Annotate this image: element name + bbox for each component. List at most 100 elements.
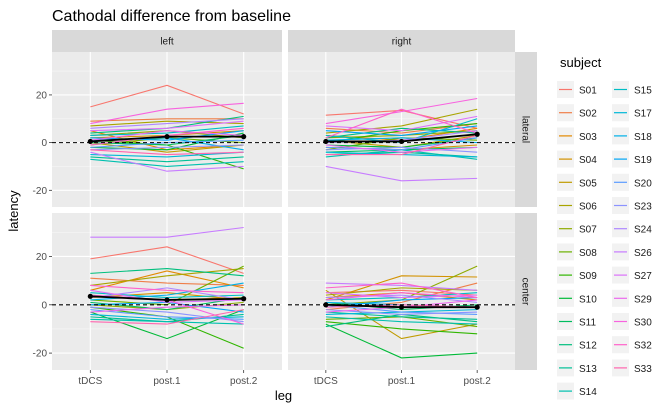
facet-label-right: right — [392, 37, 412, 48]
legend-label-s27: S27 — [634, 271, 652, 282]
series-line-s19 — [325, 125, 478, 137]
series-line-s06 — [325, 108, 478, 134]
series-line-s14 — [90, 158, 244, 168]
series-line-s01 — [325, 109, 478, 129]
mean-point — [474, 131, 480, 137]
legend-label-s05: S05 — [579, 178, 597, 189]
x-tick-label: post.1 — [153, 376, 181, 387]
mean-point — [241, 296, 247, 302]
legend-label-s24: S24 — [634, 225, 652, 236]
series-line-s26 — [325, 282, 478, 291]
series-line-s26 — [90, 151, 244, 172]
series-line-s15 — [90, 125, 244, 137]
y-tick-label: -20 — [33, 349, 48, 360]
series-line-s26 — [325, 165, 478, 182]
series-line-s32 — [325, 282, 478, 299]
series-line-s26 — [90, 226, 244, 238]
mean-point — [164, 297, 170, 303]
legend-title: subject — [560, 55, 602, 70]
y-tick-label: 20 — [36, 90, 48, 101]
legend-label-s18: S18 — [634, 132, 652, 143]
facet-label-center: center — [520, 278, 531, 306]
series-line-s30 — [90, 102, 244, 125]
legend-label-s01: S01 — [579, 86, 597, 97]
mean-point — [323, 138, 329, 145]
series-line-s33 — [90, 309, 244, 325]
series-line-s14 — [90, 318, 244, 325]
mean-point — [323, 302, 329, 308]
facet-strip-lateral — [515, 52, 537, 207]
series-line-s23 — [90, 306, 244, 323]
x-axis-title: leg — [275, 388, 292, 403]
series-line-s30 — [325, 97, 478, 125]
chart-title: Cathodal difference from baseline — [52, 8, 291, 25]
legend-label-s08: S08 — [579, 248, 597, 259]
x-tick-label: post.1 — [388, 376, 416, 387]
legend-label-s19: S19 — [634, 155, 652, 166]
legend-label-s06: S06 — [579, 202, 597, 213]
series-line-s02 — [90, 277, 244, 287]
legend-label-s10: S10 — [579, 294, 597, 305]
series-line-s23 — [90, 144, 244, 151]
series-line-s14 — [325, 316, 478, 325]
legend-label-s32: S32 — [634, 341, 652, 352]
legend-label-s33: S33 — [634, 364, 652, 375]
mean-point — [474, 304, 480, 310]
y-axis-title: latency — [6, 190, 21, 232]
legend-label-s30: S30 — [634, 318, 652, 329]
series-line-s33 — [90, 149, 244, 156]
series-line-s24 — [325, 294, 478, 303]
mean-point — [164, 134, 170, 140]
series-line-s10 — [90, 309, 244, 340]
series-line-s29 — [90, 130, 244, 141]
series-line-s17 — [90, 313, 244, 320]
legend-label-s12: S12 — [579, 341, 597, 352]
facet-label-left: left — [160, 37, 174, 48]
series-line-s29 — [325, 144, 478, 153]
mean-point — [398, 138, 405, 145]
x-tick-label: post.2 — [464, 376, 492, 387]
mean-point — [87, 138, 93, 145]
legend-label-s29: S29 — [634, 294, 652, 305]
legend-label-s13: S13 — [579, 364, 597, 375]
mean-point — [87, 293, 93, 299]
facet-label-lateral: lateral — [520, 116, 531, 143]
series-line-s04 — [325, 275, 478, 301]
x-tick-label: tDCS — [314, 376, 338, 387]
facet-strip-center — [515, 213, 537, 370]
series-line-s27 — [90, 120, 244, 132]
series-line-s18 — [325, 137, 478, 144]
legend-label-s09: S09 — [579, 271, 597, 282]
y-tick-label: 0 — [41, 138, 47, 149]
series-line-s04 — [90, 292, 244, 301]
facet-strip-right — [288, 30, 515, 52]
series-line-s02 — [90, 118, 244, 122]
legend-label-s23: S23 — [634, 202, 652, 213]
series-line-s32 — [325, 108, 478, 139]
series-line-s06 — [90, 120, 244, 127]
series-line-s11 — [90, 134, 244, 146]
mean-point — [398, 304, 405, 310]
series-line-s32 — [90, 284, 244, 294]
series-line-s01 — [90, 246, 244, 274]
series-line-s23 — [325, 146, 478, 153]
facet-strip-left — [52, 30, 282, 52]
legend-label-s20: S20 — [634, 178, 652, 189]
series-line-s30 — [325, 292, 478, 301]
y-tick-label: -20 — [33, 186, 48, 197]
series-line-s20 — [325, 304, 478, 315]
y-tick-label: 0 — [41, 300, 47, 311]
legend-label-s04: S04 — [579, 155, 597, 166]
series-line-s12 — [90, 268, 244, 277]
series-line-s33 — [325, 134, 478, 156]
series-line-s10 — [325, 323, 478, 359]
legend-label-s14: S14 — [579, 387, 597, 398]
legend-label-s15: S15 — [634, 86, 652, 97]
y-tick-label: 20 — [36, 252, 48, 263]
x-tick-label: post.2 — [230, 376, 258, 387]
series-line-s27 — [325, 115, 478, 132]
legend-label-s07: S07 — [579, 225, 597, 236]
series-line-s24 — [90, 118, 244, 129]
